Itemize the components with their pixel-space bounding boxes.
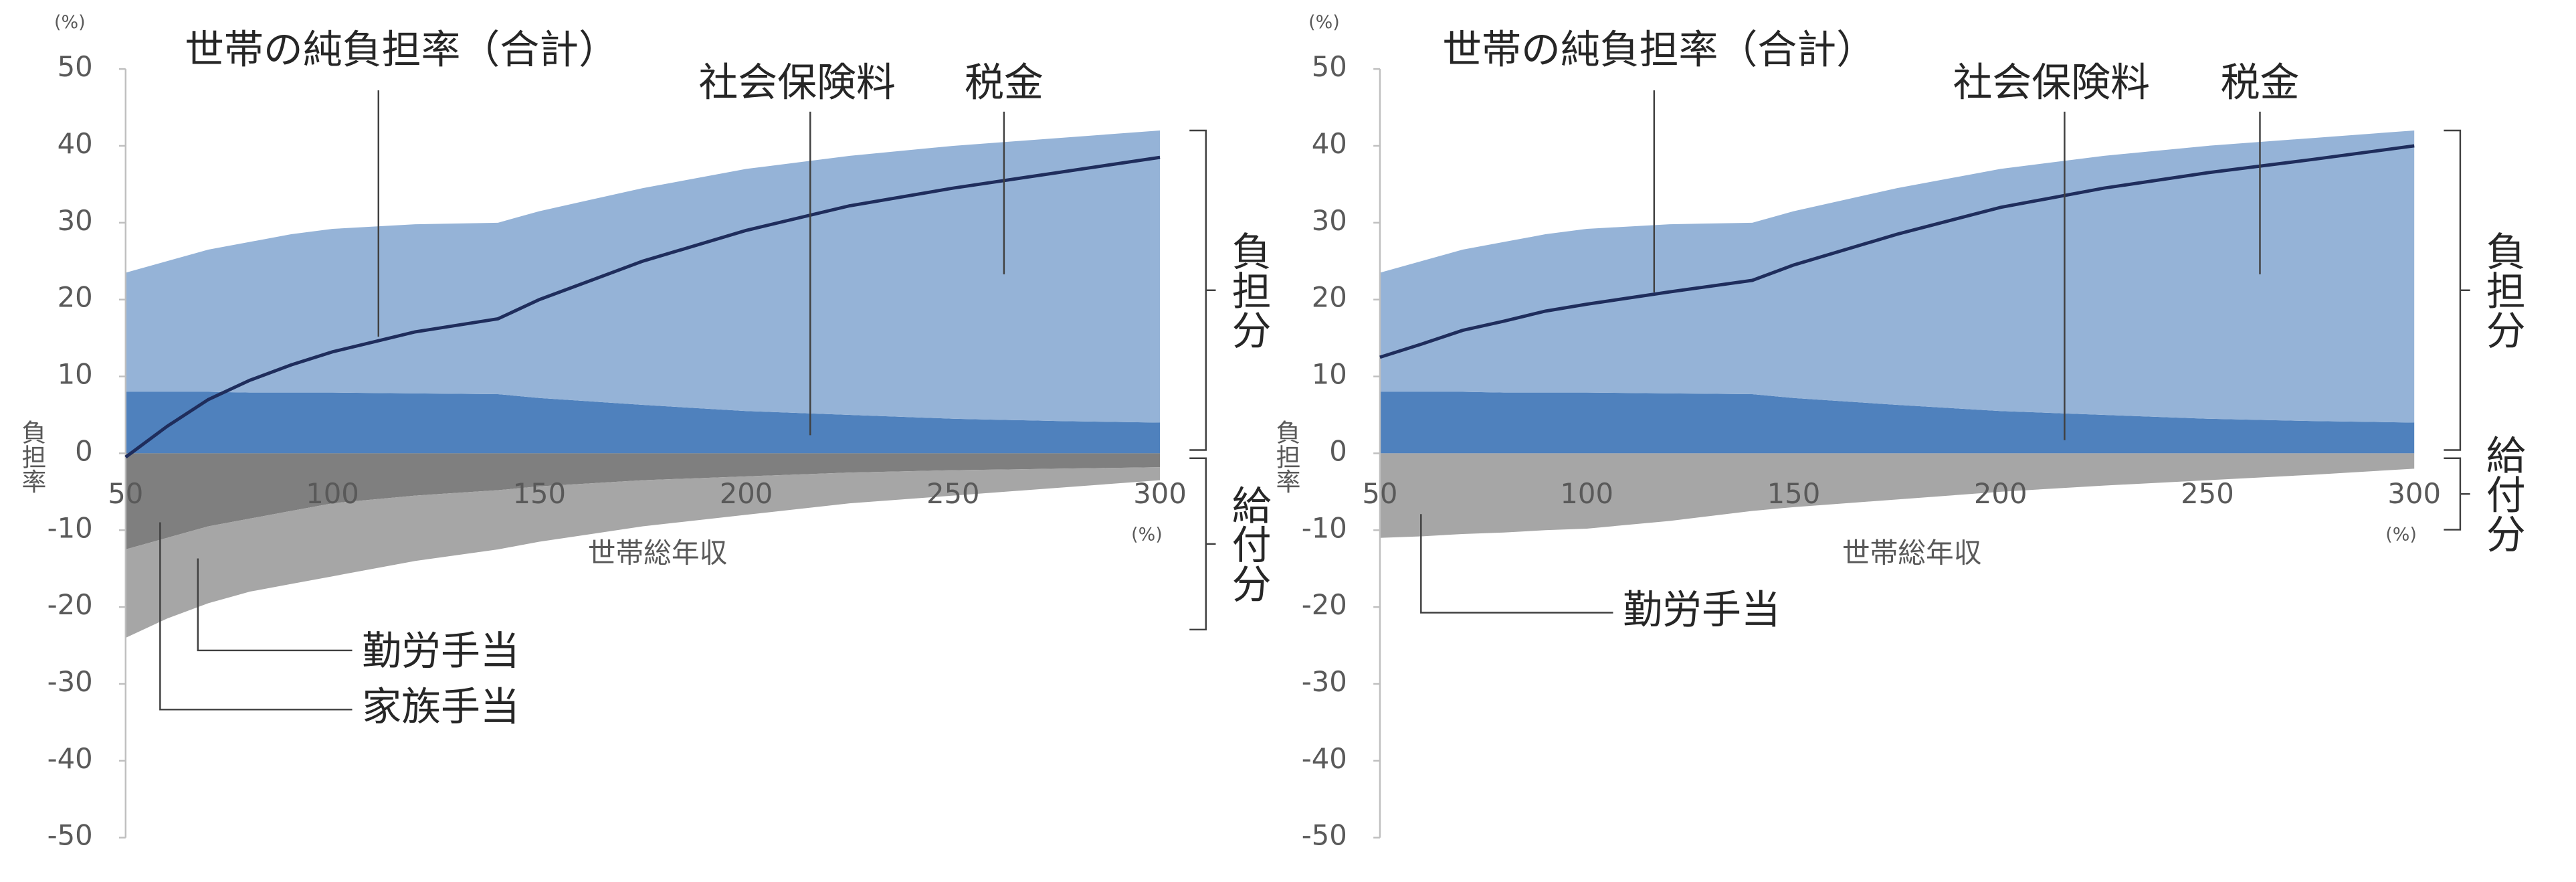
y-tick-label: 10 <box>1312 358 1347 391</box>
series-label: 勤労手当 <box>362 628 520 674</box>
series-label: 税金 <box>965 60 1044 106</box>
x-tick-label: 100 <box>306 477 359 510</box>
bracket <box>1189 457 1216 631</box>
y-tick-label: -40 <box>47 742 93 775</box>
area <box>125 467 1161 638</box>
bracket-label: 負担分 <box>1225 231 1272 349</box>
y-tick-label: -50 <box>47 819 93 852</box>
x-tick-label: 300 <box>2387 477 2441 510</box>
area <box>1379 130 2415 423</box>
x-unit: (%) <box>1131 525 1163 545</box>
y-tick-label: 50 <box>1312 50 1347 83</box>
x-tick-label: 100 <box>1560 477 1613 510</box>
bracket <box>2444 457 2470 531</box>
y-tick-label: 10 <box>58 358 93 391</box>
annotations-right: 世帯の純負担率（合計） 社会保険料 税金 勤労手当 <box>1420 27 2300 633</box>
y-unit: (%) <box>54 12 86 33</box>
x-tick-label: 250 <box>2181 477 2234 510</box>
annotations-left: 世帯の純負担率（合計） 社会保険料 税金 勤労手当 家族手当 <box>159 27 1044 729</box>
area <box>1379 391 2415 454</box>
area <box>125 130 1161 423</box>
x-axis-label: 世帯総年収 <box>588 537 728 569</box>
y-tick-label: -20 <box>1302 588 1347 621</box>
y-tick-label: -40 <box>1302 742 1347 775</box>
y-tick-label: -30 <box>47 665 93 698</box>
line <box>1379 144 2415 359</box>
y-tick-label: 0 <box>75 434 93 467</box>
leader <box>159 522 353 711</box>
x-axis-label: 世帯総年収 <box>1842 537 1982 569</box>
y-tick-label: -20 <box>47 588 93 621</box>
x-tick-label: 50 <box>1362 477 1397 510</box>
bracket-label: 給付分 <box>1225 484 1272 603</box>
x-tick-label: 300 <box>1133 477 1187 510</box>
x-tick-label: 50 <box>108 477 143 510</box>
x-unit: (%) <box>2385 525 2417 545</box>
x-tick-label: 250 <box>926 477 980 510</box>
y-tick-label: -30 <box>1302 665 1347 698</box>
series-label: 社会保険料 <box>1953 60 2150 106</box>
bracket <box>2444 129 2470 451</box>
area <box>1379 453 2415 538</box>
series-label: 税金 <box>2221 60 2300 106</box>
y-unit: (%) <box>1308 12 1340 33</box>
y-tick-label: 50 <box>58 50 93 83</box>
y-tick-label: 0 <box>1329 434 1347 467</box>
x-tick-label: 200 <box>1974 477 2027 510</box>
y-tick-label: 20 <box>58 281 93 314</box>
y-tick-label: 30 <box>58 204 93 237</box>
y-axis-label: 負担率 <box>17 420 46 493</box>
x-tick-label: 200 <box>720 477 773 510</box>
x-tick-label: 150 <box>512 477 566 510</box>
area <box>125 453 1161 549</box>
y-tick-label: 30 <box>1312 204 1347 237</box>
bracket <box>1189 129 1216 451</box>
series-label: 勤労手当 <box>1623 587 1781 633</box>
series-label: 家族手当 <box>362 683 520 729</box>
x-tick-label: 150 <box>1767 477 1821 510</box>
line <box>124 155 1161 459</box>
y-tick-label: 20 <box>1312 281 1347 314</box>
y-tick-label: -10 <box>47 511 93 544</box>
area <box>125 391 1161 454</box>
bracket-label: 負担分 <box>2480 231 2526 349</box>
y-tick-label: -10 <box>1302 511 1347 544</box>
leader <box>1420 514 1613 614</box>
y-tick-label: -50 <box>1302 819 1347 852</box>
y-tick-label: 40 <box>58 127 93 160</box>
line-label: 世帯の純負担率（合計） <box>185 27 618 73</box>
series-label: 社会保険料 <box>698 60 895 106</box>
bracket-label: 給付分 <box>2480 435 2526 553</box>
line-label: 世帯の純負担率（合計） <box>1442 27 1876 73</box>
leader <box>197 558 353 652</box>
y-axis-label: 負担率 <box>1272 420 1300 493</box>
y-tick-label: 40 <box>1312 127 1347 160</box>
